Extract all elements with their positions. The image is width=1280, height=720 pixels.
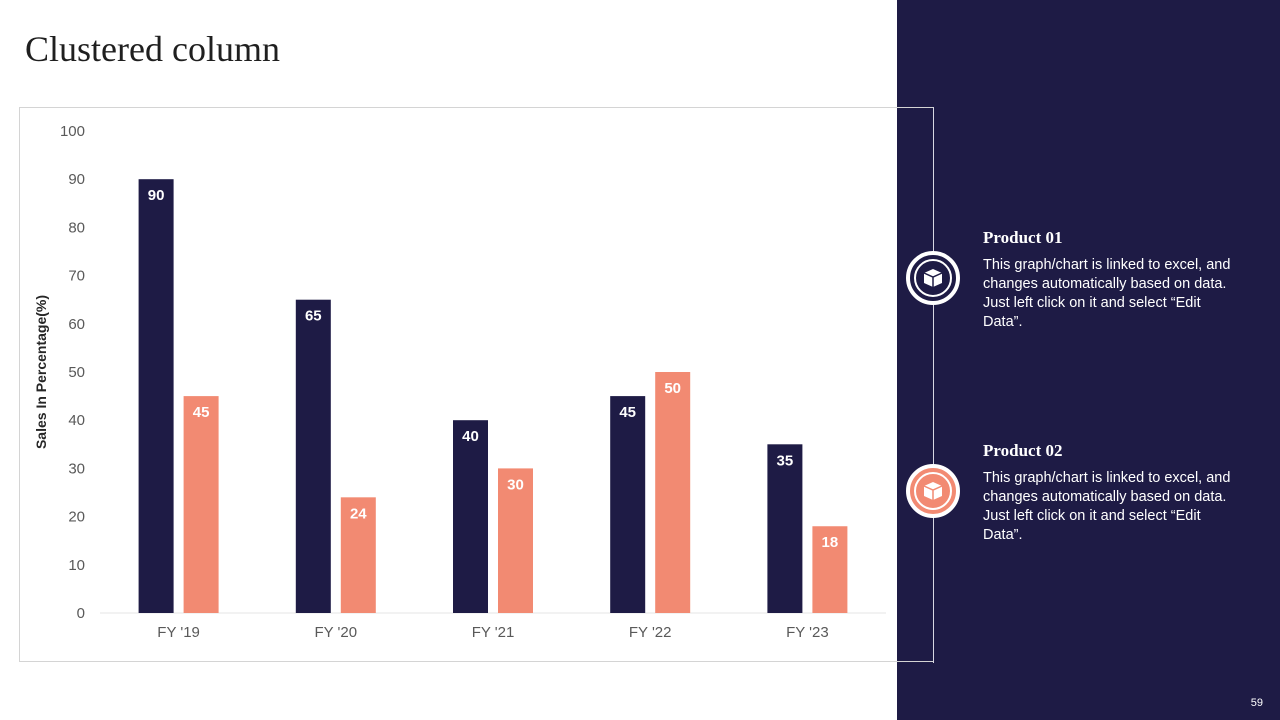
- bar-data-label: 18: [822, 534, 839, 551]
- product-02-icon: [906, 464, 960, 518]
- y-tick-label: 70: [68, 268, 85, 285]
- y-axis-title: Sales In Percentage(%): [33, 295, 49, 449]
- y-tick-label: 60: [68, 316, 85, 333]
- bar-1: [453, 420, 488, 613]
- x-tick-label: FY '22: [629, 624, 672, 641]
- slide-title: Clustered column: [25, 29, 280, 69]
- legend-title: Product 01: [983, 228, 1063, 247]
- bar-data-label: 45: [619, 404, 636, 421]
- bar-1: [610, 396, 646, 613]
- legend-connector-line: [933, 107, 934, 663]
- bar-2: [498, 468, 533, 613]
- legend-description: This graph/chart is linked to excel, and…: [983, 257, 1231, 330]
- bar-2: [655, 372, 691, 613]
- x-tick-label: FY '20: [314, 624, 357, 641]
- y-tick-label: 30: [68, 460, 85, 477]
- legend-description: This graph/chart is linked to excel, and…: [983, 470, 1231, 543]
- box-icon: [923, 269, 943, 287]
- legend-item-product-01: Product 01 This graph/chart is linked to…: [983, 228, 1233, 332]
- y-tick-label: 0: [77, 605, 85, 622]
- clustered-column-chart: 0 10 20 30 40 50 60 70 80 90 100 Sales In Percentag…: [33, 123, 886, 641]
- right-panel: [897, 0, 1280, 720]
- x-tick-label: FY '23: [786, 624, 829, 641]
- y-tick-label: 50: [68, 364, 85, 381]
- bar-2: [183, 396, 219, 613]
- bar-1: [295, 299, 331, 613]
- bar-1: [138, 179, 174, 613]
- x-tick-label: FY '21: [472, 624, 515, 641]
- box-icon: [923, 482, 943, 500]
- bar-2: [340, 497, 376, 613]
- legend-item-product-02: Product 02 This graph/chart is linked to…: [983, 441, 1233, 545]
- y-tick-label: 90: [68, 171, 85, 188]
- bar-data-label: 90: [148, 187, 165, 204]
- bar-data-label: 24: [350, 505, 367, 522]
- y-tick-label: 100: [60, 123, 85, 140]
- bar-data-label: 65: [305, 308, 322, 325]
- y-tick-label: 20: [68, 509, 85, 526]
- chart-frame: 0 10 20 30 40 50 60 70 80 90 100 Sales In Percentag…: [19, 107, 934, 662]
- page-number: 59: [1250, 697, 1263, 709]
- y-tick-label: 80: [68, 219, 85, 236]
- bar-data-label: 45: [193, 404, 210, 421]
- bar-2: [812, 526, 848, 613]
- bar-1: [767, 444, 803, 613]
- bar-data-label: 40: [462, 428, 479, 445]
- bar-data-label: 50: [664, 380, 681, 397]
- bar-data-label: 35: [777, 452, 794, 469]
- bar-data-label: 30: [507, 476, 524, 493]
- y-tick-label: 40: [68, 412, 85, 429]
- legend-title: Product 02: [983, 441, 1063, 460]
- y-tick-label: 10: [68, 557, 85, 574]
- product-01-icon: [906, 251, 960, 305]
- x-tick-label: FY '19: [157, 624, 200, 641]
